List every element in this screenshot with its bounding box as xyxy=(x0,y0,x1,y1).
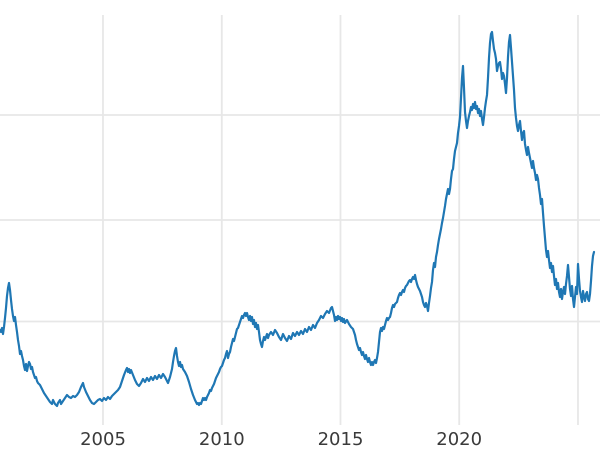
price-series-line xyxy=(0,30,596,408)
vertical-gridlines xyxy=(102,15,579,425)
horizontal-gridlines xyxy=(0,114,600,323)
data-series xyxy=(0,30,596,408)
x-tick-label-2005: 2005 xyxy=(80,429,126,450)
x-axis-tick-labels: 2005 2010 2015 2020 xyxy=(80,429,482,450)
x-tick-label-2015: 2015 xyxy=(318,429,364,450)
x-tick-label-2020: 2020 xyxy=(436,429,482,450)
x-tick-label-2010: 2010 xyxy=(199,429,245,450)
